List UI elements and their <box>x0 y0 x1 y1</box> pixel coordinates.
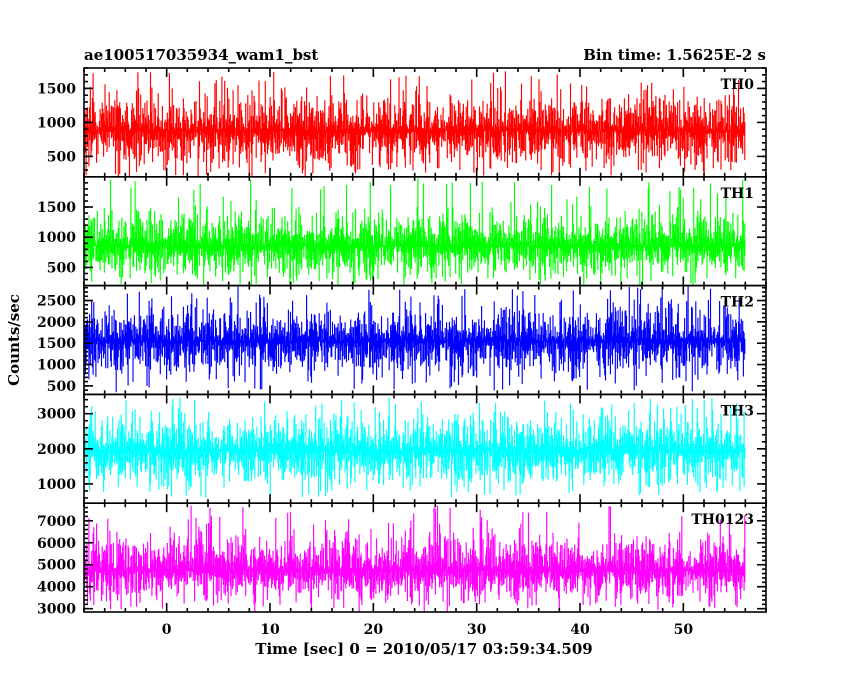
y-tick-label: 500 <box>47 379 76 395</box>
series-th2 <box>84 286 746 393</box>
series-label-th0: TH0 <box>721 77 755 93</box>
y-tick-label: 7000 <box>37 514 76 530</box>
panel-th1: 500 1000 1500 TH1 <box>37 176 767 287</box>
chart-title: ae100517035934_wam1_bst <box>84 46 318 64</box>
y-tick-label: 1000 <box>37 477 76 493</box>
x-tick-label: 0 <box>162 622 172 638</box>
y-tick-label: 1000 <box>37 358 76 374</box>
y-tick-label: 500 <box>47 149 76 165</box>
panel-frame <box>83 176 767 287</box>
panel-frame <box>83 502 767 613</box>
x-axis-label: Time [sec] 0 = 2010/05/17 03:59:34.509 <box>255 640 592 658</box>
y-tick-label: 2500 <box>37 294 76 310</box>
x-tick-label: 40 <box>570 622 590 638</box>
y-tick-label: 1500 <box>37 336 76 352</box>
panel-th2: 500 1000 1500 2000 2500 TH2 <box>37 284 767 396</box>
chart-subtitle: Bin time: 1.5625E-2 s <box>583 46 766 64</box>
y-tick-label: 1000 <box>37 230 76 246</box>
x-tick-label: 20 <box>364 622 384 638</box>
series-label-th3: TH3 <box>721 403 754 419</box>
x-tick-label: 50 <box>674 622 694 638</box>
x-tick-label: 10 <box>260 622 280 638</box>
y-tick-label: 1500 <box>37 81 76 97</box>
x-tick-label: 30 <box>467 622 487 638</box>
panel-th0: 500 1000 1500 TH0 <box>37 67 767 178</box>
y-tick-label: 500 <box>47 260 76 276</box>
y-axis-label: Counts/sec <box>5 294 23 386</box>
y-tick-label: 3000 <box>37 602 76 618</box>
y-tick-label: 6000 <box>37 536 76 552</box>
panel-th0123: 3000 4000 5000 6000 7000 TH0123 <box>37 502 767 618</box>
series-label-th1: TH1 <box>721 186 754 202</box>
y-tick-label: 5000 <box>37 558 76 574</box>
series-th0123 <box>84 505 746 613</box>
series-label-th2: TH2 <box>721 295 754 311</box>
y-tick-label: 1000 <box>37 115 76 131</box>
y-tick-label: 3000 <box>37 407 76 423</box>
y-tick-label: 1500 <box>37 200 76 216</box>
series-th0 <box>84 71 746 177</box>
series-label-th0123: TH0123 <box>691 512 754 528</box>
y-tick-label: 4000 <box>37 580 76 596</box>
y-tick-label: 2000 <box>37 442 76 458</box>
y-tick-label: 2000 <box>37 315 76 331</box>
series-th3 <box>84 397 746 500</box>
panel-th3: 1000 2000 3000 TH3 <box>37 393 767 504</box>
series-th1 <box>84 178 746 286</box>
